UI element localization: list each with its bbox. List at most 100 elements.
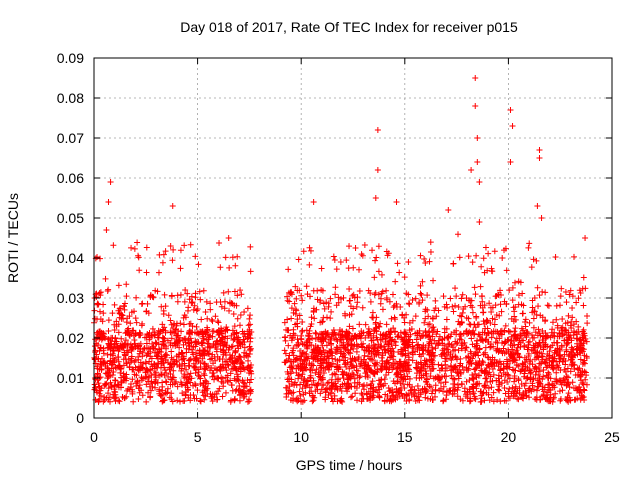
data-point (329, 360, 336, 367)
data-point (401, 385, 408, 392)
data-point (112, 377, 119, 384)
data-point (160, 340, 167, 347)
data-point (351, 383, 358, 390)
data-point (531, 356, 538, 363)
data-point (398, 376, 405, 383)
data-point (367, 367, 374, 374)
data-point (320, 381, 327, 388)
data-point (392, 396, 399, 403)
data-point (530, 386, 537, 393)
y-tick-label: 0.08 (57, 90, 84, 106)
data-point (546, 348, 553, 355)
data-point (341, 310, 348, 317)
data-point (559, 331, 566, 338)
data-point (293, 382, 300, 389)
data-point (510, 332, 517, 339)
data-point (493, 347, 500, 354)
data-point (105, 317, 112, 324)
data-point (173, 332, 180, 339)
data-point (383, 295, 390, 302)
data-point (565, 390, 572, 397)
data-point (462, 393, 469, 400)
data-point (511, 373, 518, 380)
data-point (190, 382, 197, 389)
data-point (169, 360, 176, 367)
data-point (495, 386, 502, 393)
data-point (374, 167, 381, 173)
data-point (103, 394, 110, 401)
data-point (405, 258, 412, 265)
data-point (539, 383, 546, 390)
data-point (487, 373, 494, 380)
data-point (154, 331, 161, 338)
data-point (195, 261, 202, 268)
data-point (167, 329, 174, 336)
data-point (412, 348, 419, 355)
data-point (487, 344, 494, 351)
data-point (314, 386, 321, 393)
data-point (512, 335, 519, 342)
data-point (399, 351, 406, 358)
data-point (201, 396, 208, 403)
data-point (114, 364, 121, 371)
data-point (315, 371, 322, 378)
data-point (232, 262, 239, 269)
data-point (169, 203, 176, 209)
data-point (164, 389, 171, 396)
data-point (168, 335, 175, 342)
data-point (92, 355, 99, 362)
data-point (489, 268, 496, 275)
data-point (168, 293, 175, 300)
data-point (375, 291, 382, 298)
data-point (213, 338, 220, 345)
data-point (334, 338, 341, 345)
data-point (464, 389, 471, 396)
data-point (581, 368, 588, 375)
data-point (531, 294, 538, 301)
data-point (490, 389, 497, 396)
data-point (419, 385, 426, 392)
data-point (294, 355, 301, 362)
data-point (541, 358, 548, 365)
data-point (368, 337, 375, 344)
data-point (517, 333, 524, 340)
data-point (459, 381, 466, 388)
data-point (97, 308, 104, 315)
data-point (218, 378, 225, 385)
data-point (160, 327, 167, 334)
data-point (378, 354, 385, 361)
data-point (110, 369, 117, 376)
data-point (509, 366, 516, 373)
data-point (304, 291, 311, 298)
data-point (377, 380, 384, 387)
data-point (103, 227, 110, 233)
data-point (574, 331, 581, 338)
data-point (426, 356, 433, 363)
data-point (427, 249, 434, 256)
data-point (291, 381, 298, 388)
data-point (229, 360, 236, 367)
data-point (556, 388, 563, 395)
data-point (389, 366, 396, 373)
data-point (353, 341, 360, 348)
data-point (443, 316, 450, 323)
data-point (415, 341, 422, 348)
data-point (217, 363, 224, 370)
data-point (455, 231, 462, 238)
data-point (314, 296, 321, 303)
data-point (406, 368, 413, 375)
data-point (197, 397, 204, 404)
data-point (304, 355, 311, 362)
data-point (431, 337, 438, 344)
data-point (580, 381, 587, 388)
data-point (539, 328, 546, 335)
data-point (378, 271, 385, 278)
data-point (120, 343, 127, 350)
data-point (293, 365, 300, 372)
data-point (144, 366, 151, 373)
data-point (558, 325, 565, 332)
data-point (387, 361, 394, 368)
data-point (162, 351, 169, 358)
data-point (186, 327, 193, 334)
data-point (175, 328, 182, 335)
